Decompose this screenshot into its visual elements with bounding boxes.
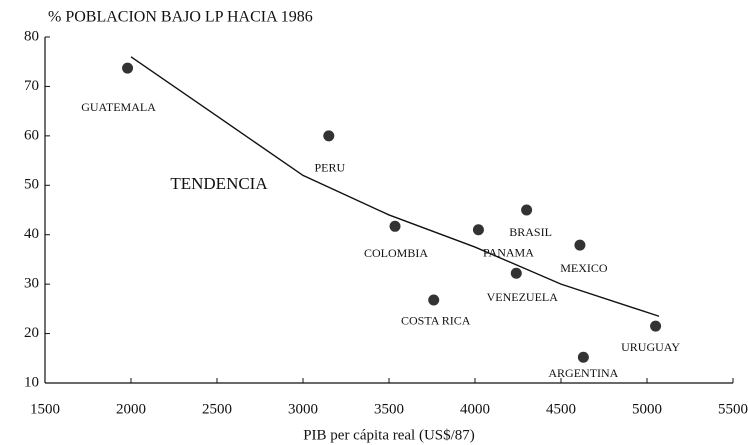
x-tick-label: 4000 [460,401,490,417]
x-tick-label: 3500 [374,401,404,417]
data-point [521,204,533,216]
point-label: COSTA RICA [401,314,471,328]
data-point [323,130,335,142]
y-tick-label: 40 [24,226,39,242]
data-point [577,351,589,363]
x-tick-label: 5500 [718,401,748,417]
y-tick-label: 70 [24,78,39,94]
data-point [389,220,401,232]
y-tick-label: 50 [24,177,39,193]
y-tick-label: 20 [24,325,39,341]
y-tick-label: 60 [24,127,39,143]
x-tick-label: 1500 [30,401,60,417]
data-point [650,320,662,332]
y-tick-label: 10 [24,374,39,390]
data-point [122,62,134,74]
point-label: VENEZUELA [487,290,559,304]
data-point [510,267,522,279]
x-tick-label: 2000 [116,401,146,417]
point-label: URUGUAY [621,340,680,354]
data-point [428,294,440,306]
data-point [472,224,484,236]
data-point [574,239,586,251]
x-tick-label: 5000 [632,401,662,417]
trend-label: TENDENCIA [170,174,268,193]
point-label: BRASIL [509,225,552,239]
x-tick-label: 2500 [202,401,232,417]
x-tick-label: 3000 [288,401,318,417]
y-tick-label: 80 [24,28,39,44]
point-label: PANAMA [483,246,534,260]
y-tick-label: 30 [24,276,39,292]
point-label: ARGENTINA [548,366,618,380]
chart-title: % POBLACION BAJO LP HACIA 1986 [48,9,313,26]
point-label: MEXICO [560,261,608,275]
point-label: PERU [314,161,345,175]
point-label: GUATEMALA [81,100,156,114]
x-axis-label: PIB per cápita real (US$/87) [303,427,475,443]
x-tick-label: 4500 [546,401,576,417]
trend-line [130,56,660,317]
point-label: COLOMBIA [364,246,428,260]
